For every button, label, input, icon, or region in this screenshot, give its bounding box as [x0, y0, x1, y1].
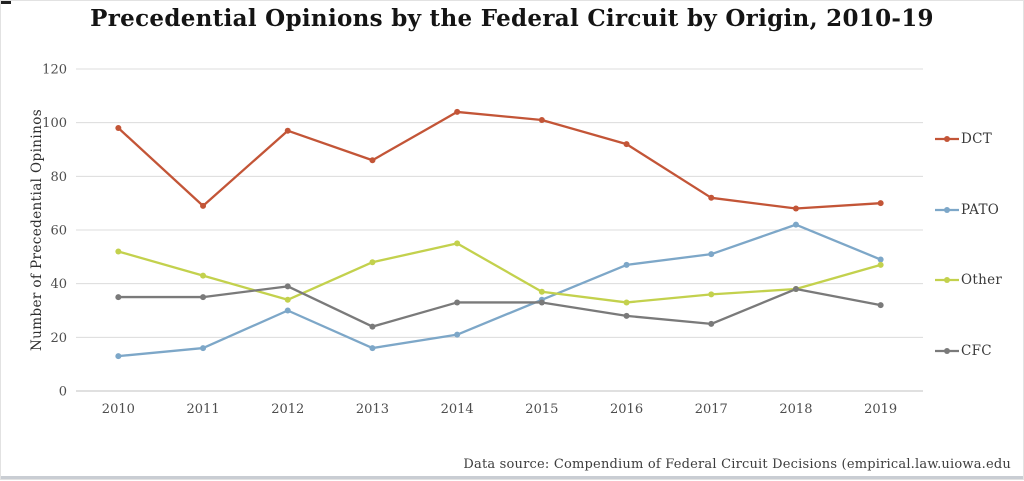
- data-point-other: [877, 261, 884, 268]
- data-point-cfc: [623, 312, 630, 319]
- y-tick-label: 120: [42, 63, 67, 78]
- data-source-note: Data source: Compendium of Federal Circu…: [463, 457, 1011, 472]
- series-line-dct: [117, 110, 882, 210]
- data-point-other: [115, 248, 122, 255]
- data-point-other: [369, 259, 376, 266]
- data-point-pato: [369, 345, 376, 352]
- corner-artifact: [1, 1, 11, 4]
- data-point-pato: [708, 251, 715, 258]
- x-tick-label: 2018: [779, 402, 812, 417]
- data-point-dct: [454, 108, 461, 115]
- series-line-cfc: [117, 285, 882, 328]
- x-tick-label: 2012: [271, 402, 304, 417]
- x-tick-label: 2019: [864, 402, 897, 417]
- data-point-dct: [792, 205, 799, 212]
- data-point-dct: [200, 202, 207, 209]
- data-point-dct: [369, 157, 376, 164]
- data-point-dct: [284, 127, 291, 134]
- chart-title: Precedential Opinions by the Federal Cir…: [90, 5, 934, 32]
- data-point-dct: [115, 125, 122, 132]
- y-tick-label: 80: [50, 170, 67, 185]
- y-tick-label: 100: [42, 116, 67, 131]
- data-point-other: [284, 296, 291, 303]
- x-tick-label: 2015: [525, 402, 558, 417]
- data-point-pato: [454, 331, 461, 338]
- x-tick-label: 2017: [695, 402, 728, 417]
- data-point-cfc: [792, 286, 799, 293]
- data-point-pato: [200, 345, 207, 352]
- data-point-dct: [708, 194, 715, 201]
- data-point-other: [200, 272, 207, 279]
- data-point-pato: [877, 256, 884, 263]
- series-line-other: [117, 242, 882, 304]
- data-point-pato: [623, 261, 630, 268]
- data-point-dct: [623, 141, 630, 148]
- data-point-pato: [115, 353, 122, 360]
- x-tick-label: 2010: [102, 402, 135, 417]
- x-tick-label: 2014: [441, 402, 474, 417]
- data-point-cfc: [877, 302, 884, 309]
- data-point-other: [454, 240, 461, 247]
- data-point-pato: [792, 221, 799, 228]
- data-point-cfc: [284, 283, 291, 290]
- data-point-cfc: [708, 320, 715, 327]
- y-tick-label: 0: [59, 385, 67, 400]
- data-point-other: [538, 288, 545, 295]
- data-point-cfc: [538, 299, 545, 306]
- data-point-cfc: [200, 294, 207, 301]
- bottom-border: [1, 476, 1023, 479]
- y-tick-label: 60: [50, 224, 67, 239]
- data-point-cfc: [454, 299, 461, 306]
- x-tick-label: 2016: [610, 402, 643, 417]
- data-point-pato: [284, 307, 291, 314]
- x-tick-label: 2013: [356, 402, 389, 417]
- x-tick-label: 2011: [187, 402, 220, 417]
- y-tick-label: 20: [50, 331, 67, 346]
- series-line-pato: [117, 223, 882, 358]
- data-point-cfc: [369, 323, 376, 330]
- y-tick-label: 40: [50, 277, 67, 292]
- data-point-other: [623, 299, 630, 306]
- data-point-dct: [538, 116, 545, 123]
- data-point-other: [708, 291, 715, 298]
- data-point-cfc: [115, 294, 122, 301]
- data-point-dct: [877, 200, 884, 207]
